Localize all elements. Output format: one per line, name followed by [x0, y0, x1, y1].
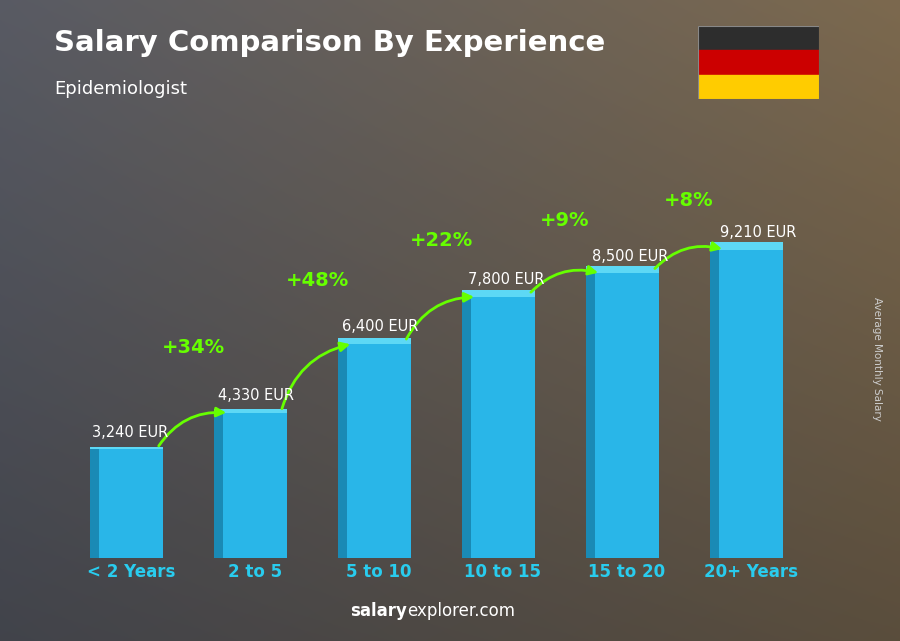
Bar — [462, 290, 536, 297]
Text: +8%: +8% — [664, 191, 714, 210]
Text: Salary Comparison By Experience: Salary Comparison By Experience — [54, 29, 605, 57]
Bar — [462, 297, 471, 558]
Text: 8,500 EUR: 8,500 EUR — [592, 249, 669, 264]
Bar — [586, 274, 595, 558]
Text: explorer.com: explorer.com — [407, 603, 515, 620]
Bar — [90, 449, 99, 558]
Text: Average Monthly Salary: Average Monthly Salary — [872, 297, 883, 421]
FancyArrowPatch shape — [655, 243, 719, 269]
FancyArrowPatch shape — [531, 267, 595, 292]
Bar — [214, 413, 223, 558]
Text: 3,240 EUR: 3,240 EUR — [92, 425, 167, 440]
Bar — [471, 297, 536, 558]
Bar — [710, 249, 718, 558]
Text: +22%: +22% — [410, 231, 472, 250]
Text: 7,800 EUR: 7,800 EUR — [468, 272, 544, 287]
FancyArrowPatch shape — [407, 294, 471, 339]
Bar — [595, 274, 659, 558]
Text: salary: salary — [350, 603, 407, 620]
Bar — [338, 338, 411, 344]
Text: +9%: +9% — [540, 211, 590, 230]
Bar — [710, 242, 783, 249]
Text: +34%: +34% — [162, 338, 225, 357]
Bar — [698, 50, 819, 75]
Text: 4,330 EUR: 4,330 EUR — [218, 388, 294, 403]
Bar — [338, 344, 346, 558]
Text: +48%: +48% — [285, 271, 348, 290]
FancyArrowPatch shape — [282, 343, 347, 409]
Bar — [698, 75, 819, 99]
Bar — [586, 266, 659, 274]
Bar — [214, 409, 287, 413]
FancyArrowPatch shape — [158, 408, 223, 446]
Bar — [90, 447, 164, 449]
Text: Epidemiologist: Epidemiologist — [54, 80, 187, 98]
Text: 9,210 EUR: 9,210 EUR — [720, 225, 796, 240]
Bar — [718, 249, 783, 558]
Bar — [99, 449, 164, 558]
Text: 6,400 EUR: 6,400 EUR — [342, 319, 418, 334]
Bar — [223, 413, 287, 558]
Bar — [346, 344, 411, 558]
Bar — [698, 26, 819, 50]
